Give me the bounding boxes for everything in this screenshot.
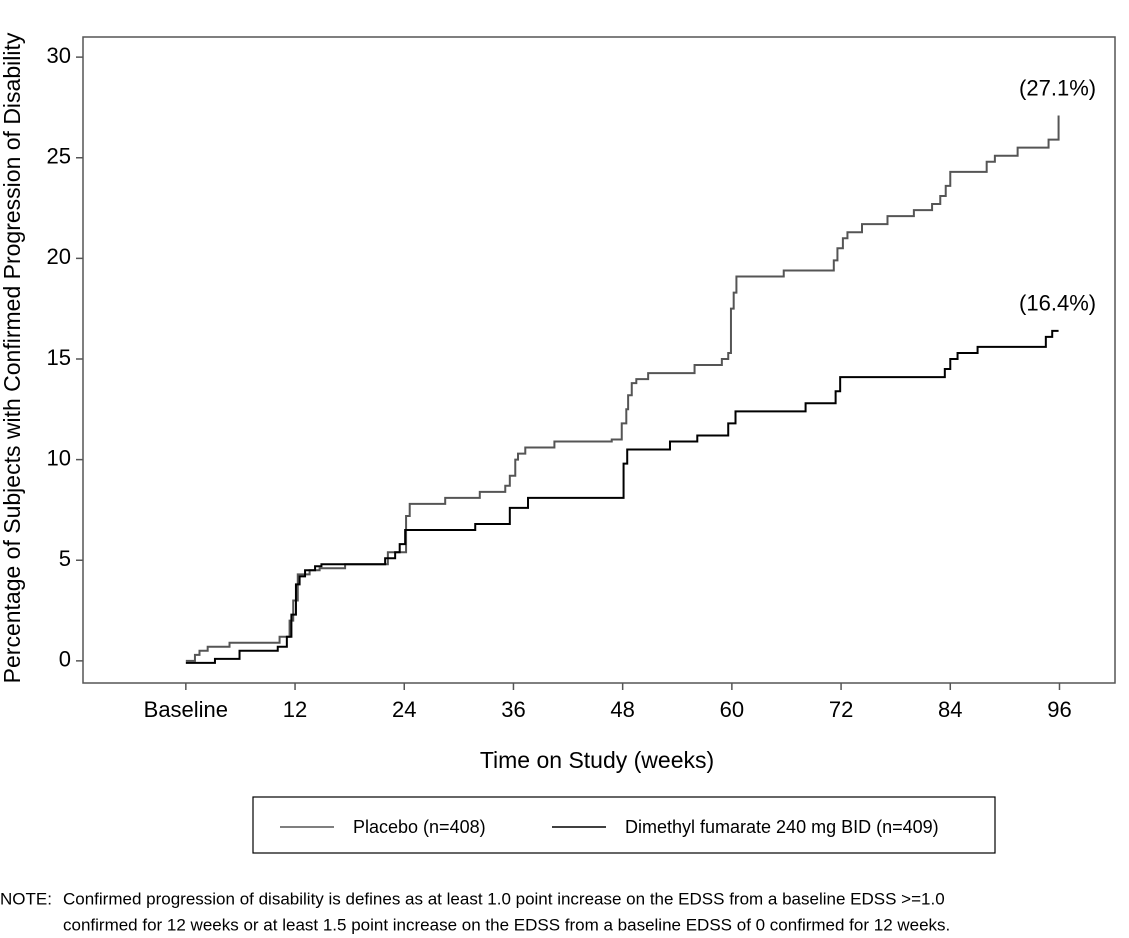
plot-frame bbox=[82, 36, 1116, 684]
y-tick-label: 5 bbox=[59, 546, 71, 571]
footnote-line: confirmed for 12 weeks or at least 1.5 p… bbox=[63, 915, 950, 934]
x-tick-label: 36 bbox=[501, 697, 525, 722]
x-tick-label: 72 bbox=[829, 697, 853, 722]
x-tick-label: 12 bbox=[283, 697, 307, 722]
x-tick-label: 48 bbox=[610, 697, 634, 722]
footnote-line: Confirmed progression of disability is d… bbox=[63, 889, 945, 908]
x-tick-label: 60 bbox=[720, 697, 744, 722]
series-line bbox=[185, 329, 1059, 664]
series-line bbox=[185, 115, 1060, 662]
x-tick-label: 96 bbox=[1047, 697, 1071, 722]
y-tick-label: 10 bbox=[47, 445, 71, 470]
x-tick-label: Baseline bbox=[144, 697, 228, 722]
legend-label: Placebo (n=408) bbox=[353, 817, 486, 837]
legend-label: Dimethyl fumarate 240 mg BID (n=409) bbox=[625, 817, 939, 837]
footnote-label: NOTE: bbox=[0, 889, 52, 908]
y-axis-title: Percentage of Subjects with Confirmed Pr… bbox=[0, 32, 25, 683]
legend-box bbox=[252, 796, 996, 854]
x-tick-label: 84 bbox=[938, 697, 962, 722]
y-tick-label: 25 bbox=[47, 144, 71, 169]
y-tick-label: 15 bbox=[47, 345, 71, 370]
y-tick-label: 0 bbox=[59, 647, 71, 672]
x-axis-title: Time on Study (weeks) bbox=[480, 747, 714, 773]
x-tick-label: 24 bbox=[392, 697, 416, 722]
end-annotation: (16.4%) bbox=[1019, 291, 1096, 316]
y-tick-label: 30 bbox=[47, 43, 71, 68]
end-annotation: (27.1%) bbox=[1019, 75, 1096, 100]
y-tick-label: 20 bbox=[47, 244, 71, 269]
